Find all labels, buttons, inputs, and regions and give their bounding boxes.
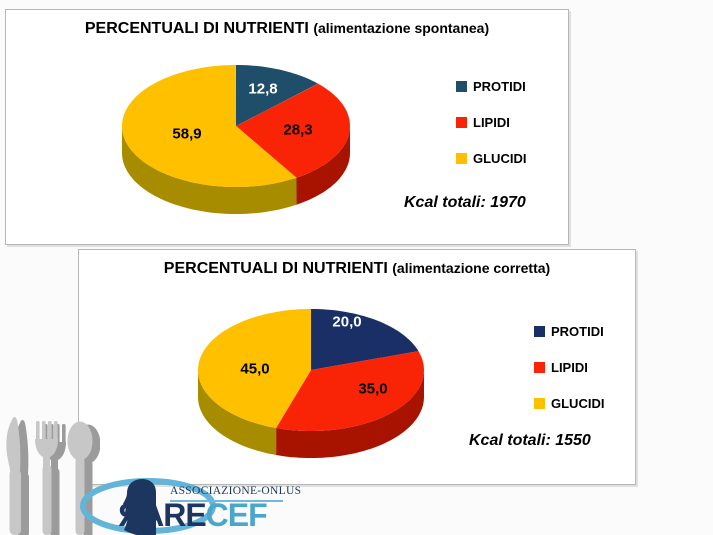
chart-panel-spontanea: PERCENTUALI DI NUTRIENTI (alimentazione …	[5, 9, 569, 245]
slice-label-lipidi: 35,0	[358, 380, 388, 398]
legend-swatch-protidi	[456, 80, 467, 92]
slice-label-glucidi: 58,9	[172, 125, 202, 143]
pie-chart	[122, 65, 350, 214]
slice-label-lipidi: 28,3	[283, 121, 313, 139]
brand-reversed-r: R	[119, 497, 142, 533]
org-underline	[170, 500, 283, 502]
brand-name: RARECEF	[119, 497, 268, 533]
legend-item-lipidi: LIPIDI	[534, 359, 588, 375]
spoon-icon	[67, 421, 93, 535]
chart-title: PERCENTUALI DI NUTRIENTI (alimentazione …	[79, 260, 635, 278]
legend-label-protidi: PROTIDI	[551, 323, 604, 339]
legend-item-glucidi: GLUCIDI	[456, 150, 527, 166]
face-silhouette-icon	[123, 479, 156, 535]
rarecef-logo-graphic	[80, 478, 216, 535]
kcal-total-label: Kcal totali: 1550	[469, 432, 591, 449]
legend-swatch-protidi	[534, 325, 545, 337]
legend-swatch-glucidi	[456, 152, 467, 164]
legend-label-lipidi: LIPIDI	[551, 359, 588, 375]
brand-mid: ARE	[141, 497, 207, 533]
brand-suffix: CEF	[205, 497, 268, 533]
chart-title-main: PERCENTUALI DI NUTRIENTI	[84, 20, 309, 37]
knife-icon	[6, 417, 21, 535]
legend-item-glucidi: GLUCIDI	[534, 395, 605, 411]
org-name: ASSOCIAZIONE-ONLUS	[170, 485, 302, 497]
chart-title-main: PERCENTUALI DI NUTRIENTI	[163, 260, 388, 277]
chart-title-sub: (alimentazione corretta)	[392, 260, 551, 276]
legend-swatch-lipidi	[534, 361, 545, 373]
chart-title-sub: (alimentazione spontanea)	[313, 20, 490, 36]
slice-label-protidi: 20,0	[332, 313, 362, 331]
pie-chart	[198, 309, 424, 458]
kcal-total-label: Kcal totali: 1970	[404, 194, 526, 211]
slice-label-glucidi: 45,0	[240, 360, 270, 378]
legend-label-protidi: PROTIDI	[473, 78, 526, 94]
cutlery-icon	[6, 417, 100, 535]
slice-label-protidi: 12,8	[248, 80, 278, 98]
legend-label-glucidi: GLUCIDI	[473, 150, 527, 166]
fork-icon	[35, 421, 58, 535]
legend-item-protidi: PROTIDI	[534, 323, 604, 339]
legend-swatch-glucidi	[534, 397, 545, 409]
legend-label-lipidi: LIPIDI	[473, 114, 510, 130]
chart-title: PERCENTUALI DI NUTRIENTI (alimentazione …	[6, 20, 568, 38]
chart-panel-corretta: PERCENTUALI DI NUTRIENTI (alimentazione …	[78, 249, 636, 485]
legend-label-glucidi: GLUCIDI	[551, 395, 605, 411]
legend-swatch-lipidi	[456, 116, 467, 128]
legend-item-protidi: PROTIDI	[456, 78, 526, 94]
legend-item-lipidi: LIPIDI	[456, 114, 510, 130]
